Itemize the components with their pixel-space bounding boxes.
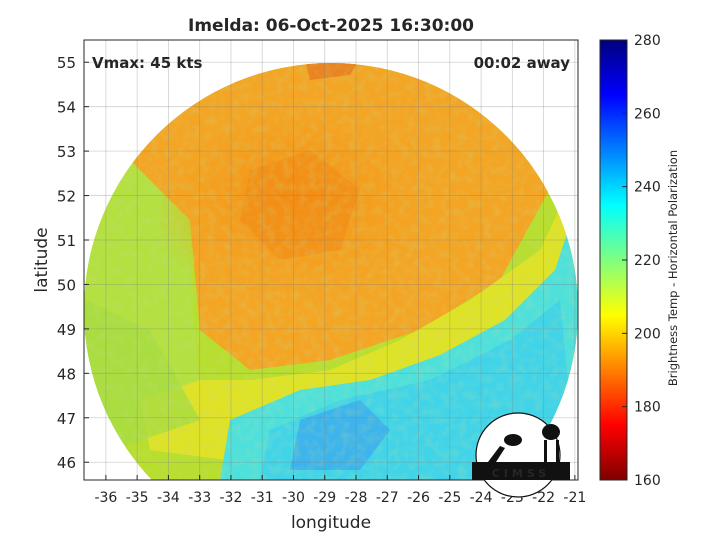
x-tick-labels: -36 -35 -34 -33 -32 -31 -30 -29 -28 -27 -26 -25 -24 -… (94, 475, 586, 506)
x-tick-label: -34 (157, 490, 180, 506)
y-tick-labels: 55 54 53 52 51 50 49 48 47 46 (57, 54, 89, 472)
colorbar-tick-label: 260 (634, 106, 661, 122)
y-tick-label: 53 (57, 143, 76, 161)
y-tick-label: 46 (57, 454, 76, 472)
y-tick-label: 51 (57, 232, 76, 250)
brightness-temp-swath (84, 63, 578, 480)
colorbar-tick-label: 160 (634, 473, 661, 489)
x-tick-label: -33 (188, 490, 211, 506)
x-tick-label: -31 (251, 490, 274, 506)
x-tick-label: -36 (94, 490, 117, 506)
x-tick-label: -25 (438, 490, 461, 506)
y-tick-label: 49 (57, 321, 76, 339)
x-axis-label: longitude (291, 513, 371, 533)
y-tick-label: 54 (57, 99, 76, 117)
y-tick-label: 50 (57, 276, 76, 294)
y-tick-label: 55 (57, 54, 76, 72)
colorbar: 280 260 240 220 200 180 160 Brightness Temp - … (599, 33, 680, 489)
x-tick-label: -32 (220, 490, 243, 506)
colorbar-tick-label: 280 (634, 33, 661, 49)
x-tick-label: -35 (126, 490, 149, 506)
x-tick-label: -22 (532, 490, 555, 506)
x-tick-label: -21 (563, 490, 586, 506)
colorbar-tick-label: 200 (634, 326, 661, 342)
y-tick-label: 48 (57, 365, 76, 383)
y-axis-label: latitude (32, 227, 52, 292)
x-tick-label: -24 (470, 490, 493, 506)
y-tick-label: 52 (57, 188, 76, 206)
cimss-logo: CIMSS (472, 412, 570, 498)
time-away-annotation: 00:02 away (474, 54, 571, 72)
y-tick-label: 47 (57, 410, 76, 428)
vmax-annotation: Vmax: 45 kts (92, 54, 202, 72)
x-tick-label: -27 (376, 490, 399, 506)
grid-lines (84, 40, 578, 480)
x-tick-label: -28 (345, 490, 368, 506)
x-tick-label: -26 (407, 490, 430, 506)
colorbar-tick-label: 180 (634, 400, 661, 416)
x-tick-label: -29 (313, 490, 336, 506)
x-tick-label: -30 (282, 490, 305, 506)
axes-frame (83, 39, 579, 481)
map-title: Imelda: 06-Oct-2025 16:30:00 (188, 16, 474, 36)
colorbar-tick-label: 220 (634, 253, 661, 269)
colorbar-tick-label: 240 (634, 180, 661, 196)
colorbar-label: Brightness Temp - Horizontal Polarizatio… (666, 150, 680, 386)
cimss-logo-text: CIMSS (492, 467, 550, 480)
